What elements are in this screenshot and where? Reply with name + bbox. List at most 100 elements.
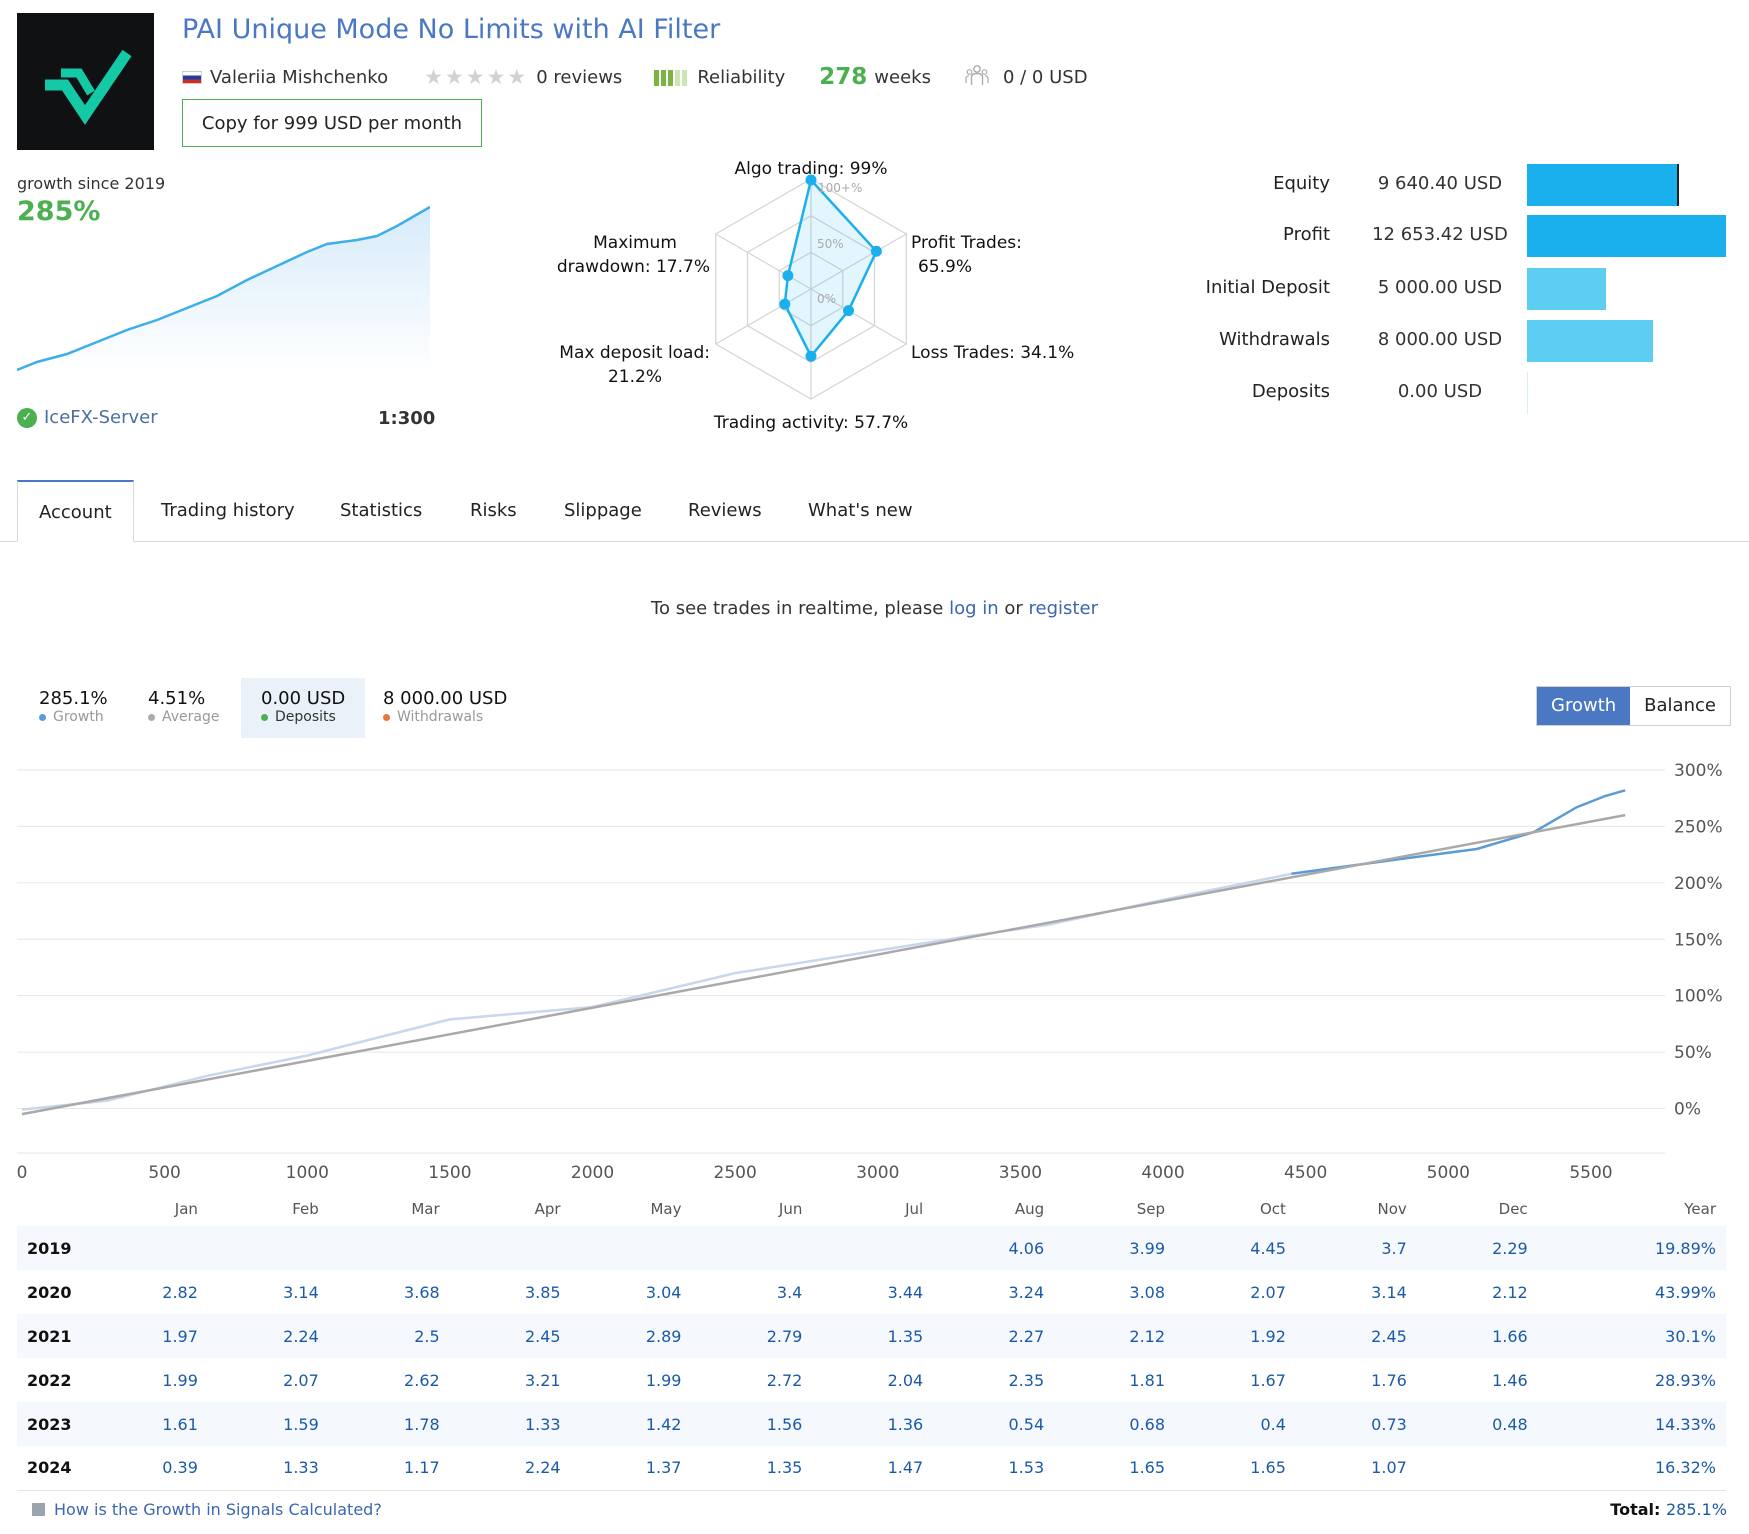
subscribers-value: 0 / 0 USD — [1002, 66, 1088, 88]
month-value-cell: 1.42 — [570, 1402, 692, 1446]
month-value-cell: 30.1% — [1537, 1314, 1726, 1358]
stat-deposits-label: Deposits — [275, 709, 336, 725]
growth-toggle-button[interactable]: Growth — [1537, 687, 1631, 725]
stat-growth[interactable]: 285.1% Growth — [19, 678, 128, 738]
x-tick-label: 3000 — [856, 1163, 899, 1183]
radar-point — [805, 174, 817, 186]
month-value-cell: 3.24 — [1008, 1282, 1045, 1302]
month-value-cell: 1.99 — [162, 1370, 198, 1390]
faq-text[interactable]: How is the Growth in Signals Calculated? — [54, 1500, 382, 1519]
financial-value: 9 640.40 USD — [1377, 173, 1503, 194]
month-value-cell: 1.17 — [328, 1446, 450, 1491]
stat-average[interactable]: 4.51% Average — [128, 678, 240, 738]
financial-bar — [1527, 164, 1679, 206]
stat-growth-label: Growth — [53, 709, 104, 725]
table-header-cell: Jun — [778, 1200, 803, 1218]
month-value-cell: 3.68 — [404, 1282, 440, 1302]
financial-row: Profit 12 653.42 USD — [1150, 215, 1740, 257]
month-value-cell: 3.85 — [524, 1282, 561, 1302]
table-row: 2023 1.61 1.59 1.78 1.33 1.42 1.56 1.36 0.54 0.68… — [17, 1402, 1726, 1446]
reviews-count[interactable]: 0 reviews — [536, 66, 623, 88]
table-header-cell: May — [650, 1200, 682, 1218]
info-icon — [32, 1503, 45, 1516]
stat-deposits[interactable]: 0.00 USD Deposits — [241, 678, 366, 738]
month-value-cell: 1.67 — [1250, 1370, 1286, 1390]
tab-trading-history[interactable]: Trading history — [161, 500, 295, 521]
weeks-count: 278 — [819, 64, 868, 90]
balance-toggle-button[interactable]: Balance — [1630, 687, 1730, 725]
month-value-cell: 2.07 — [1250, 1282, 1286, 1302]
month-value-cell: 1.99 — [645, 1370, 682, 1390]
financial-value: 12 653.42 USD — [1372, 224, 1508, 245]
month-value-cell: 2.79 — [691, 1314, 813, 1358]
month-value-cell: 3.08 — [1129, 1282, 1166, 1302]
tab-reviews[interactable]: Reviews — [688, 500, 762, 521]
growth-dot-icon — [39, 713, 46, 721]
year-cell: 2022 — [27, 1370, 72, 1390]
login-link[interactable]: log in — [949, 598, 999, 619]
table-row: 2022 1.99 2.07 2.62 3.21 1.99 2.72 2.04 2.35 1.81… — [17, 1358, 1726, 1402]
x-tick-label: 1500 — [428, 1163, 471, 1183]
month-value-cell — [207, 1226, 329, 1270]
x-tick-label: 5500 — [1569, 1163, 1612, 1183]
stat-withdrawals-label: Withdrawals — [397, 709, 484, 725]
month-value-cell: 1.66 — [1416, 1314, 1538, 1358]
tab-statistics[interactable]: Statistics — [340, 500, 423, 521]
financial-row: Deposits 0.00 USD — [1150, 372, 1740, 414]
table-header-cell — [17, 1192, 87, 1226]
author-name[interactable]: Valeriia Mishchenko — [210, 66, 389, 88]
financial-label: Withdrawals — [1219, 329, 1330, 350]
growth-value: 285% — [17, 196, 101, 227]
month-value-cell: 1.81 — [1129, 1370, 1166, 1390]
financial-bar — [1527, 215, 1726, 257]
month-value-cell: 1.61 — [87, 1402, 208, 1446]
month-value-cell: 0.48 — [1416, 1402, 1538, 1446]
x-tick-label: 2000 — [571, 1163, 614, 1183]
radar-ring-50: 50% — [817, 237, 844, 251]
server-name[interactable]: IceFX-Server — [44, 407, 158, 428]
tab-risks[interactable]: Risks — [470, 500, 517, 521]
star-icon: ★ — [465, 64, 485, 89]
radar-label-profit-1: Profit Trades: — [911, 233, 1022, 253]
table-header-cell: Oct — [1259, 1200, 1286, 1218]
month-value-cell: 1.78 — [328, 1402, 450, 1446]
y-tick-label: 300% — [1674, 761, 1723, 781]
deposits-dot-icon — [261, 713, 268, 721]
total-growth: Total: 285.1% — [1610, 1500, 1727, 1519]
server-link[interactable]: ✓ IceFX-Server — [17, 407, 158, 428]
table-row: 2019 4.06 3.99 4.45 3.7 2.29 19.89% — [17, 1226, 1726, 1270]
radar-label-drawdown-1: Maximum — [593, 233, 677, 253]
realtime-notice: To see trades in realtime, please log in… — [0, 598, 1749, 619]
register-link[interactable]: register — [1028, 598, 1098, 619]
month-value-cell: 2.89 — [570, 1314, 692, 1358]
x-tick-label: 5000 — [1427, 1163, 1470, 1183]
subscribers-icon — [965, 63, 989, 92]
signal-title[interactable]: PAI Unique Mode No Limits with AI Filter — [182, 14, 721, 45]
month-value-cell: 1.36 — [812, 1402, 934, 1446]
growth-line-early — [21, 872, 1292, 1111]
x-tick-label: 1000 — [286, 1163, 329, 1183]
stat-withdrawals[interactable]: 8 000.00 USD Withdrawals — [363, 678, 527, 738]
tab-account[interactable]: Account — [17, 480, 134, 542]
faq-link[interactable]: How is the Growth in Signals Calculated? — [32, 1500, 382, 1519]
month-value-cell: 4.06 — [933, 1226, 1055, 1270]
copy-subscription-button[interactable]: Copy for 999 USD per month — [182, 99, 482, 147]
year-cell: 2019 — [17, 1226, 87, 1270]
tab-whats-new[interactable]: What's new — [808, 500, 913, 521]
month-value-cell: 1.76 — [1371, 1370, 1407, 1390]
month-value-cell: 1.37 — [570, 1446, 692, 1491]
average-dot-icon — [148, 713, 155, 721]
month-value-cell — [691, 1226, 813, 1270]
month-value-cell: 1.92 — [1175, 1314, 1296, 1358]
total-value: 285.1% — [1665, 1500, 1727, 1519]
financial-value: 0.00 USD — [1397, 381, 1483, 402]
tab-slippage[interactable]: Slippage — [564, 500, 642, 521]
month-value-cell: 1.56 — [691, 1402, 813, 1446]
year-cell: 2020 — [27, 1282, 72, 1302]
financial-label: Equity — [1273, 173, 1330, 194]
mini-growth-line — [17, 205, 430, 372]
financial-row: Initial Deposit 5 000.00 USD — [1150, 268, 1740, 310]
radar-spoke — [810, 233, 907, 290]
month-value-cell — [87, 1226, 208, 1270]
radar-label-activity: Trading activity: 57.7% — [713, 413, 908, 433]
